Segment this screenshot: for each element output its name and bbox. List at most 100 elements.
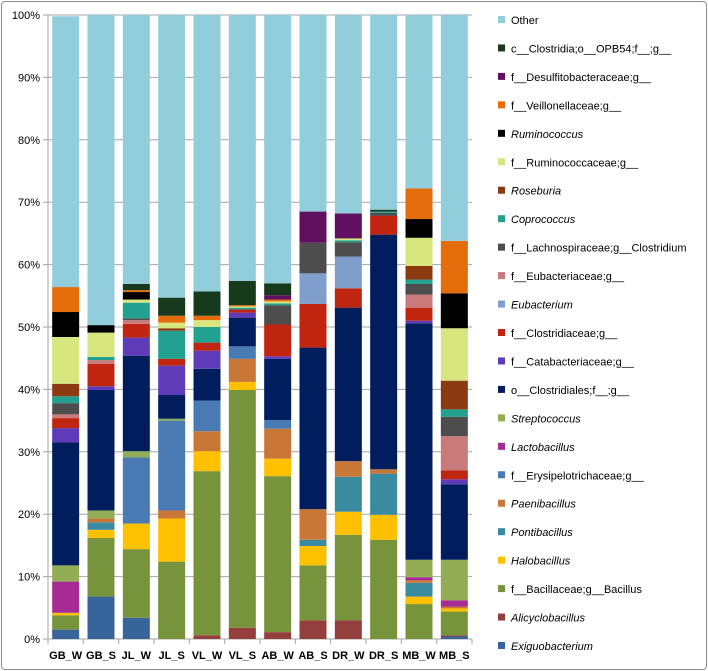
bar-segment-JL_W-19 (122, 290, 150, 293)
bar-segment-AB_S-4 (299, 539, 327, 547)
x-tick-label: AB_S (298, 650, 327, 662)
bar-segment-GB_W-13 (52, 414, 80, 419)
bar-segment-GB_W-0 (52, 629, 80, 639)
bar-segment-JL_W-10 (122, 337, 150, 356)
legend-swatch (498, 642, 505, 649)
bar-segment-AB_W-22 (264, 15, 292, 284)
bar-segment-AB_S-3 (299, 546, 327, 566)
bar-segment-MB_W-13 (405, 294, 433, 308)
bar-segment-DR_W-4 (334, 476, 362, 512)
legend-swatch (498, 528, 505, 536)
bar-segment-DR_W-9 (334, 307, 362, 462)
bar-segment-AB_W-9 (264, 358, 292, 420)
y-tick-label: 90% (18, 72, 40, 84)
bar-segment-AB_W-3 (264, 458, 292, 477)
y-tick-label: 30% (18, 447, 40, 459)
bar-segment-GB_S-5 (87, 518, 115, 523)
bar-segment-JL_S-17 (158, 322, 186, 329)
bar-segment-MB_S-2 (440, 611, 468, 636)
bar-segment-MB_S-14 (440, 416, 468, 437)
bar-segment-VL_W-19 (193, 315, 221, 321)
y-tick-label: 20% (18, 509, 40, 521)
bar-segment-JL_S-6 (158, 420, 186, 511)
bar-segment-VL_S-21 (228, 280, 256, 306)
bar-segment-MB_W-17 (405, 237, 433, 266)
bar-segment-JL_W-8 (122, 451, 150, 458)
y-tick-label: 60% (18, 260, 40, 272)
bar-segment-DR_S-15 (370, 211, 398, 213)
bar-segment-MB_S-3 (440, 608, 468, 612)
legend-swatch (498, 129, 505, 137)
bar-segment-GB_W-14 (52, 403, 80, 415)
bar-segment-GB_W-18 (52, 312, 80, 337)
bar-segment-VL_S-17 (228, 306, 256, 308)
legend-label: Other (511, 15, 539, 27)
bar-segment-VL_W-2 (193, 471, 221, 636)
bar-segment-JL_W-22 (122, 15, 150, 284)
legend-swatch (498, 329, 505, 336)
legend-swatch (498, 613, 505, 621)
bar-segment-VL_W-9 (193, 368, 221, 401)
bar-segment-DR_S-21 (370, 209, 398, 212)
x-tick-label: DR_S (369, 650, 398, 662)
bar-segment-GB_S-13 (87, 360, 115, 364)
legend-label: Paenibacillus (511, 499, 576, 511)
legend-label: o__Clostridiales;f__;g__ (511, 385, 630, 397)
bar-segment-GB_S-3 (87, 529, 115, 538)
bar-segment-DR_S-14 (370, 212, 398, 216)
bar-segment-AB_S-5 (299, 509, 327, 540)
bar-segment-GB_W-10 (52, 428, 80, 443)
bar-segment-DR_W-1 (334, 620, 362, 639)
legend-swatch (498, 186, 505, 194)
bar-segment-JL_S-3 (158, 518, 186, 562)
bar-segment-GB_W-11 (52, 418, 80, 429)
bar-segment-JL_S-5 (158, 510, 186, 519)
bar-segment-AB_W-14 (264, 305, 292, 325)
legend-label: Streptococcus (511, 413, 581, 425)
x-tick-label: JL_S (159, 650, 185, 662)
x-tick-label: MB_W (402, 650, 436, 662)
legend-label: f__Bacillaceae;g__Bacillus (511, 584, 642, 596)
legend-swatch (498, 215, 505, 223)
bar-segment-DR_W-15 (334, 240, 362, 243)
legend-label: Halobacillus (511, 556, 571, 568)
bar-segment-AB_W-17 (264, 301, 292, 304)
legend-label: Roseburia (511, 186, 561, 198)
bar-segment-VL_S-15 (228, 307, 256, 310)
bar-segment-GB_W-2 (52, 615, 80, 630)
bar-segment-MB_S-0 (440, 636, 468, 639)
legend-label: f__Veillonellaceae;g__ (511, 100, 622, 112)
y-tick-label: 70% (18, 197, 40, 209)
legend-label: f__Clostridiaceae;g__ (511, 328, 618, 340)
bar-segment-VL_S-19 (228, 305, 256, 307)
bar-segment-DR_W-12 (334, 256, 362, 289)
bar-segment-DR_S-5 (370, 469, 398, 474)
bar-segment-MB_W-5 (405, 580, 433, 583)
bar-segment-DR_W-3 (334, 511, 362, 535)
y-tick-label: 40% (18, 384, 40, 396)
bar-segment-GB_W-17 (52, 336, 80, 384)
bar-segment-AB_W-21 (264, 283, 292, 296)
bar-segment-AB_W-10 (264, 356, 292, 359)
bar-segment-DR_S-11 (370, 215, 398, 235)
bar-segment-MB_W-3 (405, 596, 433, 605)
bar-segment-VL_W-17 (193, 320, 221, 327)
bar-segment-AB_W-2 (264, 476, 292, 633)
bar-segment-AB_S-1 (299, 620, 327, 639)
legend-label: f__Lachnospiraceae;g__Clostridium (511, 243, 687, 255)
bar-segment-VL_W-10 (193, 350, 221, 369)
bar-segment-AB_S-22 (299, 15, 327, 212)
bar-segment-GB_S-22 (87, 15, 115, 326)
bar-segment-GB_S-11 (87, 363, 115, 387)
bar-segment-JL_W-2 (122, 549, 150, 618)
legend-swatch (498, 72, 505, 80)
bar-segment-MB_S-19 (440, 240, 468, 294)
bar-segment-GB_W-16 (52, 383, 80, 397)
bar-segment-GB_S-15 (87, 356, 115, 361)
bar-segment-JL_W-13 (122, 320, 150, 324)
bar-segment-AB_S-20 (299, 211, 327, 243)
legend-swatch (498, 158, 505, 166)
bar-segment-DR_W-17 (334, 238, 362, 241)
legend-label: Lactobacillus (511, 442, 575, 454)
